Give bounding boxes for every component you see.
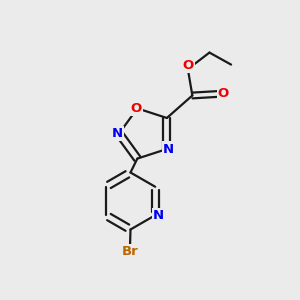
Text: N: N	[163, 142, 174, 155]
Text: Br: Br	[122, 245, 138, 258]
Text: N: N	[112, 127, 123, 140]
Text: O: O	[218, 88, 229, 100]
Text: O: O	[182, 59, 194, 72]
Text: O: O	[130, 102, 142, 115]
Text: N: N	[153, 209, 164, 222]
